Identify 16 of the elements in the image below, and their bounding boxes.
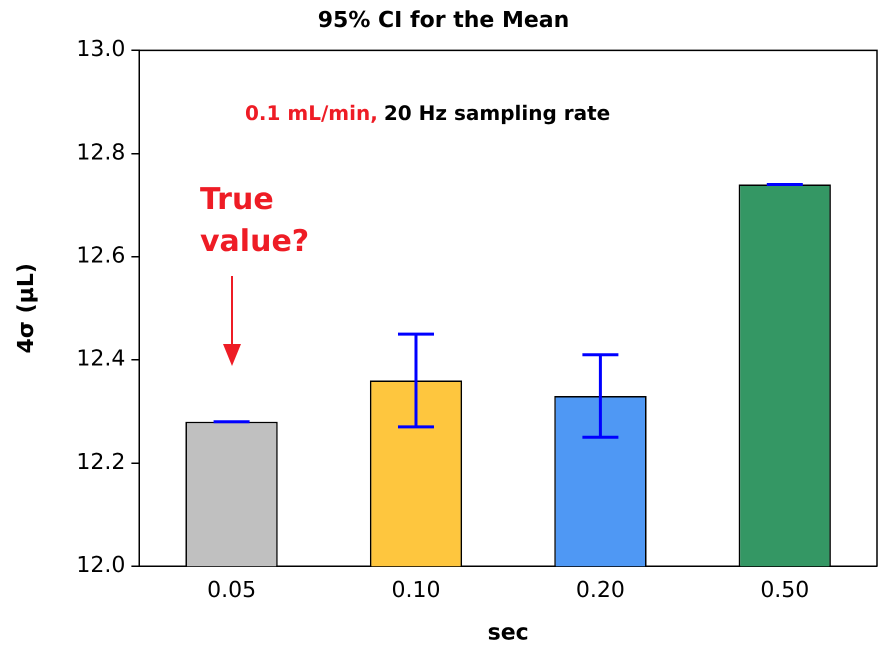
- y-tick-label: 12.6: [76, 243, 126, 268]
- chart-title: 95% CI for the Mean: [318, 8, 570, 33]
- annotation: 20 Hz sampling rate: [384, 101, 610, 126]
- y-tick-label: 12.4: [76, 346, 126, 372]
- x-tick-label: 0.05: [207, 578, 256, 604]
- x-tick-label: 0.10: [392, 578, 440, 604]
- x-tick-label: 0.20: [576, 578, 625, 604]
- y-tick-label: 12.2: [76, 450, 126, 475]
- y-tick-label: 12.0: [76, 552, 126, 578]
- y-tick-label: 13.0: [76, 37, 126, 62]
- annotation: 0.1 mL/min,: [245, 101, 378, 126]
- x-tick-label: 0.50: [760, 578, 810, 604]
- annotation: True value?: [200, 182, 310, 259]
- y-axis-title: 4σ (μL): [14, 263, 39, 354]
- y-tick-label: 12.8: [76, 140, 126, 166]
- x-axis-title: sec: [488, 620, 529, 646]
